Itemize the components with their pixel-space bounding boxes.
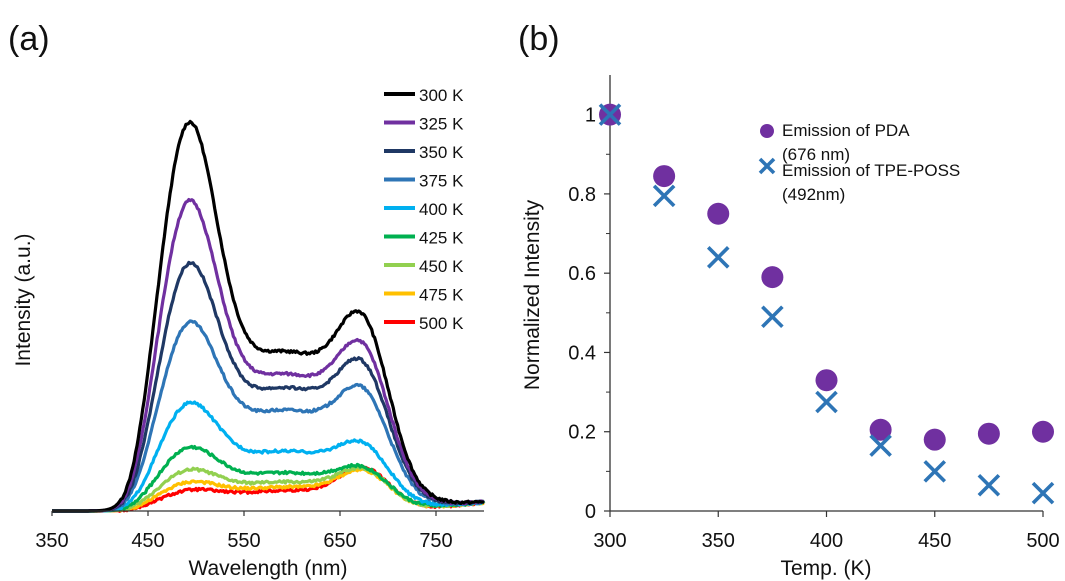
panel-b-tpe-point (761, 305, 784, 329)
panel-b-tpe-point (977, 473, 1001, 497)
panel-a-legend-label: 475 K (419, 286, 464, 305)
panel-b-y-tick-label: 0.6 (568, 263, 596, 285)
panel-b-x-tick-label: 400 (810, 530, 843, 552)
panel-b-x-tick-label: 350 (702, 530, 735, 552)
panel-b-y-tick-label: 1 (585, 105, 596, 127)
panel-a-legend-label: 400 K (419, 200, 464, 219)
panel-b-y-tick-label: 0.2 (568, 422, 596, 444)
panel-b-x-tick-label: 500 (1026, 530, 1059, 552)
x-stroke (761, 305, 784, 329)
panel-b-tpe-point (706, 246, 730, 269)
panel-b-pda-point (1032, 420, 1054, 443)
panel-b-pda-point (653, 165, 676, 188)
panel-a-x-tick-label: 650 (323, 530, 356, 552)
panel-b-tpe-point (652, 184, 676, 208)
panel-b-y-axis-title: Normalized Intensity (521, 199, 544, 390)
panel-b-legend-label: Emission of TPE-POSS (782, 161, 960, 180)
panel-b-x-tick-label: 450 (918, 530, 951, 552)
panel-a-x-tick-label: 350 (35, 530, 68, 552)
panel-a-legend-label: 325 K (419, 115, 464, 134)
panel-a-x-ticks: 350 450 550 650 750 (35, 511, 453, 552)
panel-b-x-axis-title: Temp. (K) (780, 557, 871, 580)
panel-b-y-tick-label: 0 (585, 501, 596, 523)
panel-a-curves (51, 119, 486, 513)
panel-b-scatter-chart: (b) Normalized Intensity Temp. (K) 00.20… (518, 20, 1060, 580)
panel-b-label: (b) (518, 20, 560, 58)
panel-b-points (598, 103, 1055, 505)
panel-b-pda-point (815, 369, 838, 392)
panel-b-pda-point (761, 266, 784, 289)
panel-b-tpe-point (869, 434, 892, 457)
x-stroke (869, 434, 892, 457)
x-stroke (758, 157, 776, 175)
panel-a-x-tick-label: 450 (131, 530, 164, 552)
x-stroke (1031, 481, 1055, 505)
panel-b-pda-point (869, 418, 892, 441)
panel-b-pda-point (707, 202, 730, 225)
panel-a-legend-label: 300 K (419, 86, 464, 105)
x-stroke (598, 103, 622, 126)
panel-b-y-ticks: 0 0.2 0.4 0.6 0.8 1 (568, 105, 610, 523)
panel-a-y-axis-title: Intensity (a.u.) (12, 233, 35, 366)
x-stroke (706, 246, 730, 269)
panel-b-y-tick-label: 0.8 (568, 184, 596, 206)
panel-b-legend-label: Emission of PDA (782, 121, 910, 140)
panel-b-tpe-point (923, 460, 947, 483)
panel-b-pda-point (977, 422, 1000, 445)
panel-b-pda-point (923, 428, 946, 451)
panel-b-legend-marker (758, 157, 776, 175)
panel-a-legend-label: 375 K (419, 172, 464, 191)
panel-b-legend-sublabel: (676 nm) (782, 145, 850, 164)
panel-a-series-line (51, 119, 485, 513)
panel-a-series-line (51, 444, 486, 513)
panel-b-y-tick-label: 0.4 (568, 342, 596, 364)
x-stroke (652, 184, 676, 208)
x-stroke (815, 390, 838, 414)
panel-b-tpe-point (815, 390, 838, 414)
panel-b-x-tick-label: 300 (593, 530, 626, 552)
panel-a-legend: 300 K 325 K 350 K 375 K 400 K 425 K 450 K 475 K… (384, 86, 464, 333)
panel-a-legend-label: 450 K (419, 257, 464, 276)
panel-a-x-tick-label: 750 (419, 530, 452, 552)
panel-a-legend-label: 350 K (419, 143, 464, 162)
panel-a-x-axis-title: Wavelength (nm) (188, 557, 347, 580)
panel-a-legend-label: 425 K (419, 229, 464, 248)
panel-a-spectra-chart: (a) Intensity (a.u.) Wavelength (nm) 350… (8, 20, 486, 580)
panel-b-tpe-point (598, 103, 622, 126)
x-stroke (923, 460, 947, 483)
panel-a-label: (a) (8, 20, 50, 58)
panel-b-tpe-point (1031, 481, 1055, 505)
panel-b-x-ticks: 300 350 400 450 500 (593, 511, 1060, 552)
panel-a-x-tick-label: 550 (227, 530, 260, 552)
panel-a-legend-label: 500 K (419, 314, 464, 333)
panel-b-legend-sublabel: (492nm) (782, 185, 845, 204)
panel-b-legend-marker (760, 124, 774, 138)
panel-b-legend: Emission of PDA (676 nm)Emission of TPE-P… (758, 121, 960, 204)
x-stroke (977, 473, 1001, 497)
